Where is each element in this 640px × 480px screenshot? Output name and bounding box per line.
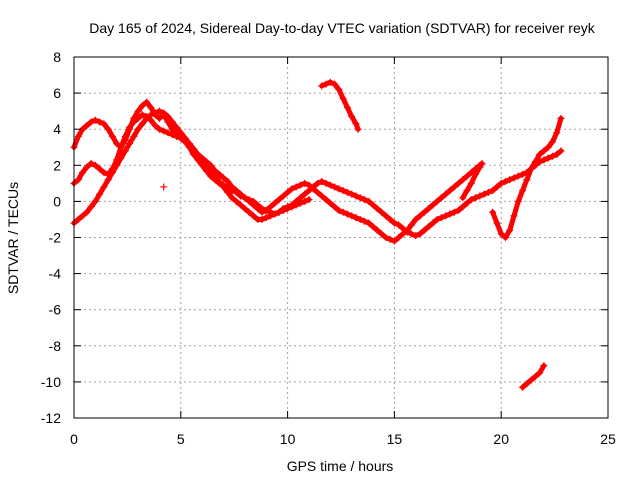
data-point [557, 147, 565, 155]
y-tick-label: -6 [49, 302, 62, 318]
y-tick-label: 6 [53, 85, 61, 101]
y-tick-label: -12 [41, 410, 61, 426]
x-tick-label: 10 [280, 431, 296, 447]
data-trace [507, 213, 517, 233]
y-tick-label: 4 [53, 121, 61, 137]
y-tick-label: -2 [49, 230, 62, 246]
x-tick-label: 15 [387, 431, 403, 447]
y-tick-label: 0 [53, 193, 61, 209]
data-point [305, 196, 313, 204]
data-layer [70, 78, 565, 391]
data-trace [511, 198, 521, 219]
data-point [557, 114, 565, 122]
x-tick-label: 25 [600, 431, 616, 447]
data-point [540, 362, 548, 370]
x-axis-label: GPS time / hours [287, 458, 394, 474]
data-point [354, 125, 362, 133]
data-trace [554, 148, 564, 157]
y-axis-label: SDTVAR / TECUs [5, 182, 21, 294]
series-e [459, 159, 486, 202]
y-tick-label: -10 [41, 374, 61, 390]
y-tick-label: 2 [53, 157, 61, 173]
data-point [160, 183, 168, 191]
data-trace [554, 115, 564, 136]
series-c [70, 107, 313, 227]
series-h [160, 183, 168, 191]
grid-layer [74, 57, 608, 418]
chart-title: Day 165 of 2024, Sidereal Day-to-day VTE… [89, 20, 595, 36]
x-tick-label: 20 [493, 431, 509, 447]
data-trace [537, 363, 547, 376]
x-tick-label: 0 [70, 431, 78, 447]
y-tick-label: -8 [49, 338, 62, 354]
series-g [519, 362, 548, 391]
series-d [318, 78, 362, 133]
series-f [489, 114, 565, 241]
tick-layer: 0 5 10 15 20 25 -12 -10 -8 -6 -4 -2 0 2 4 6 8 [41, 49, 616, 447]
data-point [478, 159, 486, 167]
x-tick-label: 5 [177, 431, 185, 447]
y-tick-label: -4 [49, 266, 62, 282]
y-tick-label: 8 [53, 49, 61, 65]
